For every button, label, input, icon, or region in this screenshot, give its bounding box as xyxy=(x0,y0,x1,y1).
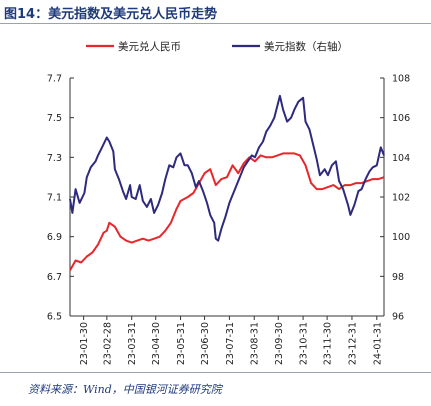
legend: 美元兑人民币 美元指数（右轴） xyxy=(86,40,348,53)
x-tick-label: 23-04-30 xyxy=(151,322,162,365)
axes-layer: 6.5 6.7 6.9 7.1 7.3 7.5 7.7 96 98 100 102 104 106 108… xyxy=(47,74,410,366)
figure-title: 图14：美元指数及美元兑人民币走势 xyxy=(4,7,218,22)
left-y-tick-label: 7.3 xyxy=(47,153,62,164)
left-y-tick-label: 7.7 xyxy=(47,74,62,85)
x-tick-label: 23-03-31 xyxy=(127,322,138,365)
right-y-tick-label: 98 xyxy=(392,272,404,283)
right-y-tick-label: 96 xyxy=(392,312,404,323)
x-tick-label: 23-07-31 xyxy=(225,322,236,365)
dxy-line xyxy=(69,94,385,242)
legend-label: 美元兑人民币 xyxy=(118,40,181,53)
x-tick-label: 23-10-31 xyxy=(299,322,310,365)
x-tick-label: 23-01-30 xyxy=(79,322,90,365)
left-y-tick-label: 7.1 xyxy=(47,193,62,204)
left-y-tick-label: 6.5 xyxy=(47,312,62,323)
x-tick-label: 23-09-30 xyxy=(274,322,285,365)
left-y-tick-label: 7.5 xyxy=(47,113,62,124)
line-chart: 6.5 6.7 6.9 7.1 7.3 7.5 7.7 96 98 100 102 104 106 108… xyxy=(47,40,410,366)
source-divider xyxy=(0,372,431,373)
title-divider xyxy=(0,23,431,24)
left-y-tick-label: 6.7 xyxy=(47,272,62,283)
left-y-tick-label: 6.9 xyxy=(47,232,62,243)
x-tick-label: 23-06-30 xyxy=(200,322,211,365)
x-tick-label: 23-02-28 xyxy=(102,322,113,365)
x-tick-label: 23-12-31 xyxy=(347,322,358,365)
right-y-tick-label: 106 xyxy=(392,113,410,124)
usdcny-line xyxy=(69,152,385,271)
x-tick-label: 23-11-30 xyxy=(323,322,334,365)
right-y-tick-label: 102 xyxy=(392,193,410,204)
right-y-tick-label: 108 xyxy=(392,74,410,85)
right-y-tick-label: 100 xyxy=(392,232,410,243)
x-tick-label: 24-01-31 xyxy=(372,322,383,365)
x-tick-label: 23-05-31 xyxy=(176,322,187,365)
source-note: 资料来源：Wind，中国银河证券研究院 xyxy=(28,383,222,396)
x-tick-label: 23-08-31 xyxy=(250,322,261,365)
legend-label: 美元指数（右轴） xyxy=(264,40,348,53)
series-layer xyxy=(69,94,385,271)
right-y-tick-label: 104 xyxy=(392,153,410,164)
